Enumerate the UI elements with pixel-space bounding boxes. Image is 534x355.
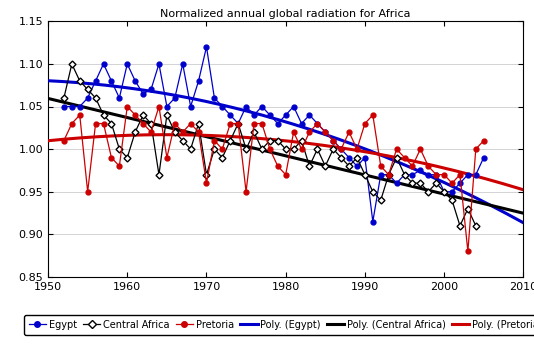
Title: Normalized annual global radiation for Africa: Normalized annual global radiation for A… bbox=[160, 9, 411, 19]
Legend: Egypt, Central Africa, Pretoria, Poly. (Egypt), Poly. (Central Africa), Poly. (P: Egypt, Central Africa, Pretoria, Poly. (… bbox=[23, 315, 534, 335]
